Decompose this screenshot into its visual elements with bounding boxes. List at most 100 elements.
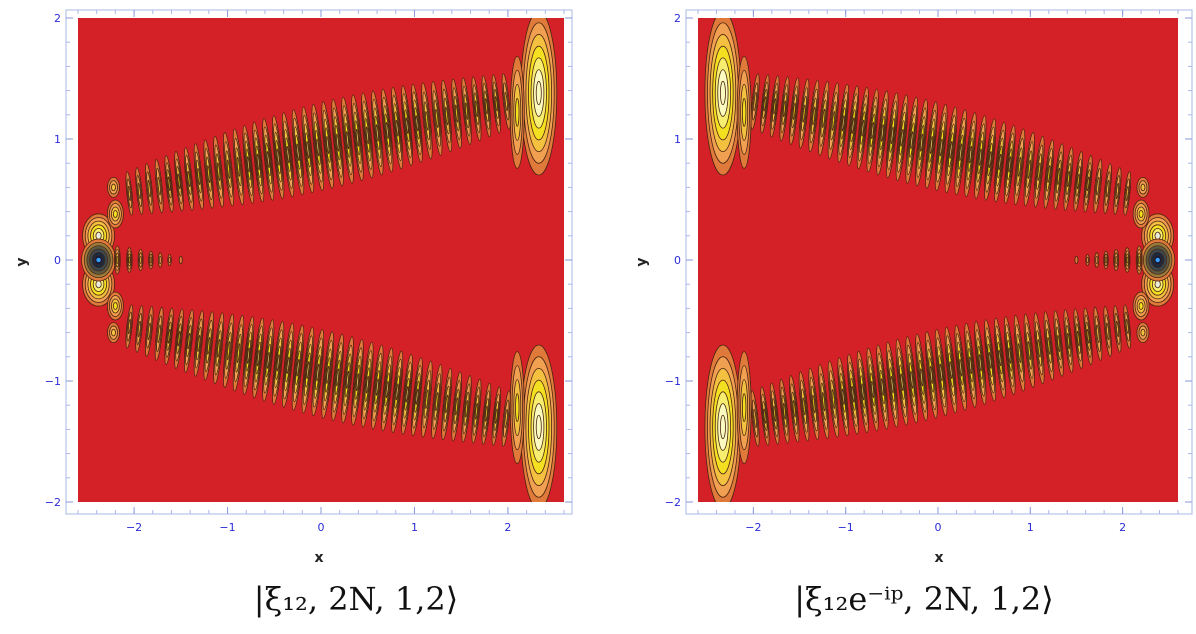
- contour-blob: [1033, 312, 1045, 385]
- contour-blob: [351, 94, 364, 182]
- contour-blob: [174, 308, 184, 369]
- contour-blob: [905, 336, 919, 424]
- x-tick-label: −1: [838, 521, 854, 534]
- contour-blob: [164, 307, 174, 365]
- contour-blob: [351, 338, 364, 426]
- contour-blob: [915, 98, 928, 187]
- contour-blob: [847, 354, 859, 435]
- y-ticks: −2 −1 0 1 2: [45, 12, 572, 509]
- contour-blob: [411, 83, 423, 163]
- contour-blob: [1093, 159, 1103, 214]
- contour-blob: [1063, 309, 1074, 373]
- contour-blob: [704, 18, 742, 176]
- contour-blob: [885, 92, 899, 179]
- contour-blob: [827, 82, 840, 160]
- x-tick-label: −2: [745, 521, 761, 534]
- contour-blob: [520, 18, 558, 176]
- y-tick-label: 2: [674, 12, 681, 25]
- contour-blob: [281, 322, 295, 408]
- contour-blob: [252, 317, 265, 399]
- contour-blob: [1094, 252, 1100, 268]
- contour-blob: [281, 112, 295, 198]
- contour-blob: [808, 367, 820, 441]
- contour-blob: [915, 333, 928, 422]
- contour-blob: [1033, 135, 1045, 208]
- contour-blob: [451, 371, 462, 442]
- contour-blob: [193, 310, 204, 377]
- contour-blob: [242, 316, 255, 395]
- right-caption: |ξ₁₂e⁻ⁱᵖ, 2N, 1,2⟩: [794, 580, 1054, 618]
- contour-blob: [895, 94, 909, 182]
- y-tick-label: 1: [54, 133, 61, 146]
- contour-blob: [1132, 199, 1150, 229]
- contour-blob: [441, 79, 453, 153]
- contour-blob: [126, 247, 133, 273]
- contour-blob: [750, 390, 760, 447]
- contour-blob: [736, 351, 752, 465]
- contour-blob: [934, 103, 948, 192]
- contour-blob: [232, 314, 245, 392]
- contour-blob: [106, 291, 124, 321]
- contour-blob: [895, 338, 909, 426]
- contour-blob: [107, 176, 120, 198]
- axes-frame: [685, 9, 1193, 515]
- contour-blob: [321, 101, 335, 189]
- contour-blob: [984, 319, 997, 402]
- contour-blob: [381, 88, 394, 173]
- contour-blob: [789, 77, 800, 145]
- contour-blob: [876, 90, 889, 176]
- contour-blob: [471, 378, 482, 444]
- contour-blob: [509, 351, 525, 465]
- contour-blob: [391, 350, 404, 433]
- contour-blob: [125, 304, 134, 349]
- x-axis-label: x: [934, 550, 943, 566]
- contour-blob: [1083, 307, 1093, 365]
- contour-blob: [193, 143, 204, 210]
- contour-blob: [1085, 254, 1090, 266]
- x-ticks: −2 −1 0 1 2: [745, 10, 1126, 534]
- contour-blob: [736, 55, 752, 169]
- contour-blob: [135, 305, 144, 353]
- contour-blob: [321, 331, 335, 419]
- contour-blob: [964, 322, 977, 408]
- contour-blob: [798, 371, 810, 442]
- contour-blob: [925, 101, 938, 189]
- contour-blob: [262, 118, 275, 201]
- contour-blob: [164, 155, 174, 213]
- contour-blob: [779, 76, 790, 142]
- contour-blob: [481, 75, 492, 138]
- contour-blob: [1093, 306, 1103, 361]
- contour-blob: [135, 167, 144, 215]
- contour-blob: [411, 357, 423, 437]
- contour-blob: [1043, 311, 1055, 381]
- contour-blob: [944, 326, 958, 414]
- contour-blob: [145, 163, 154, 214]
- left-caption: |ξ₁₂, 2N, 1,2⟩: [254, 580, 458, 618]
- contour-blob: [148, 250, 154, 270]
- contour-blob: [331, 98, 344, 187]
- contour-blob: [769, 382, 780, 445]
- y-tick-label: −1: [45, 375, 61, 388]
- contour-blob: [157, 252, 163, 268]
- contour-blob: [1043, 139, 1055, 209]
- contour-blob: [1013, 128, 1026, 206]
- x-axis-label: x: [314, 550, 323, 566]
- contour-blob: [213, 135, 225, 208]
- contour-blob: [944, 106, 958, 194]
- contour-blob: [154, 306, 164, 361]
- contour-blob: [301, 326, 315, 414]
- contour-blob: [1003, 125, 1016, 204]
- contour-blob: [421, 82, 433, 160]
- contour-blob: [371, 90, 384, 176]
- contour-blob: [1023, 313, 1035, 388]
- contour-blob: [371, 344, 384, 430]
- contour-blob: [837, 357, 850, 437]
- contour-blob: [905, 96, 919, 184]
- contour-blob: [837, 83, 850, 163]
- contour-blob: [856, 350, 869, 433]
- contour-blob: [361, 341, 374, 428]
- contour-blob: [520, 344, 558, 502]
- contour-blob: [1053, 143, 1064, 210]
- contour-blob: [1023, 132, 1035, 207]
